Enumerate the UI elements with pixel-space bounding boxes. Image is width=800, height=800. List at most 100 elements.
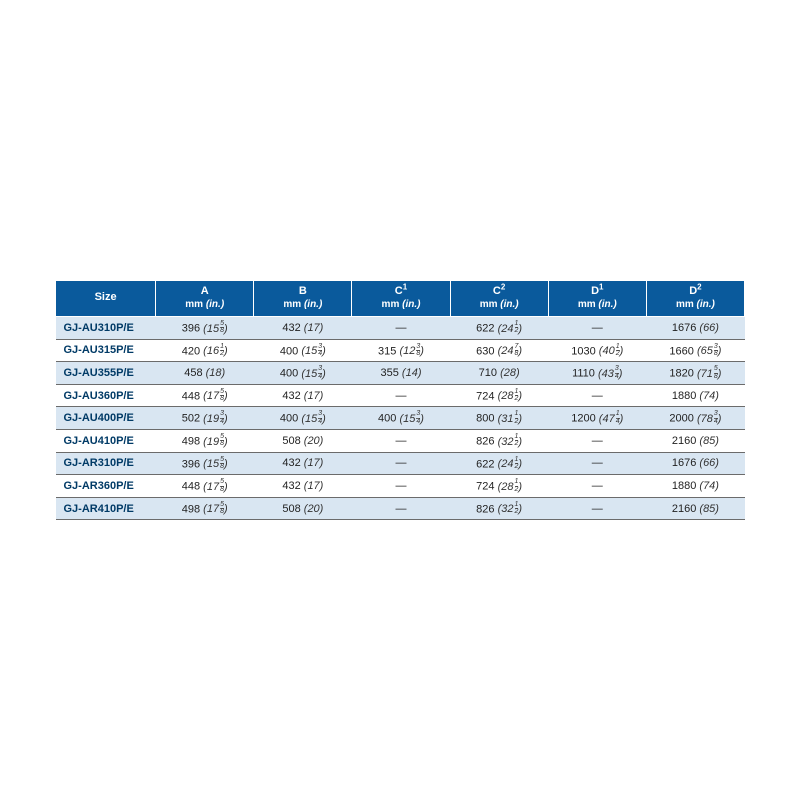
col-unit: mm (in.) [185,299,224,310]
col-label: Size [95,291,117,303]
dim-cell: — [352,475,450,498]
inch-value: (18) [206,367,226,379]
col-unit: mm (in.) [578,299,617,310]
inch-value: (17) [304,457,324,469]
size-cell: GJ-AR360P/E [56,475,156,498]
inch-value: (1934) [203,413,227,425]
dim-cell: 1110 (4334) [548,362,646,385]
inch-value: (6538) [697,345,721,357]
inch-value: (1612) [203,345,227,357]
mm-value: 432 [282,390,300,402]
dim-cell: 1820 (7158) [646,362,744,385]
inch-value: (85) [699,435,719,447]
mm-value: 315 [378,345,396,357]
size-cell: GJ-AR310P/E [56,452,156,475]
mm-value: 458 [184,367,202,379]
col-sup: 2 [501,282,505,291]
inch-value: (14) [402,367,422,379]
inch-value: (17) [304,480,324,492]
inch-value: (2412) [498,323,522,335]
dim-cell: 400 (1534) [254,362,352,385]
mm-value: 396 [182,323,200,335]
inch-value: (3112) [498,413,522,425]
mm-value: 630 [476,345,494,357]
mm-value: 1820 [669,368,693,380]
mm-value: 1676 [672,457,696,469]
table-header: SizeAmm (in.)Bmm (in.)C1mm (in.)C2mm (in… [56,280,745,317]
mm-value: 508 [282,503,300,515]
inch-value: (1534) [301,345,325,357]
size-cell: GJ-AU315P/E [56,339,156,362]
dim-cell: 1880 (74) [646,384,744,407]
dash: — [592,322,603,334]
inch-value: (20) [304,503,324,515]
table-row: GJ-AR360P/E448 (1758)432 (17)—724 (2812)… [56,475,745,498]
dim-cell: 2000 (7834) [646,407,744,430]
inch-value: (1558) [203,323,227,335]
dim-cell: 1660 (6538) [646,339,744,362]
dim-cell: 622 (2412) [450,317,548,340]
col-unit: mm (in.) [382,299,421,310]
dim-cell: 630 (2478) [450,339,548,362]
mm-value: 420 [182,345,200,357]
inch-value: (1534) [399,413,423,425]
dim-cell: 400 (1534) [254,407,352,430]
table-row: GJ-AU400P/E502 (1934)400 (1534)400 (1534… [56,407,745,430]
dim-cell: 1030 (4012) [548,339,646,362]
inch-value: (66) [699,457,719,469]
dim-cell: 724 (2812) [450,475,548,498]
size-cell: GJ-AR410P/E [56,497,156,520]
inch-value: (3212) [498,503,522,515]
mm-value: 498 [182,436,200,448]
dim-cell: — [548,430,646,453]
inch-value: (1238) [399,345,423,357]
dim-cell: 1880 (74) [646,475,744,498]
dash: — [592,503,603,515]
mm-value: 800 [476,413,494,425]
dim-cell: — [548,475,646,498]
col-header-dim: C2mm (in.) [450,280,548,317]
col-unit: mm (in.) [480,299,519,310]
mm-value: 400 [280,368,298,380]
col-header-dim: D1mm (in.) [548,280,646,317]
mm-value: 400 [280,345,298,357]
mm-value: 724 [476,390,494,402]
col-label: D [689,285,697,297]
dim-cell: 396 (1558) [156,317,254,340]
page-container: SizeAmm (in.)Bmm (in.)C1mm (in.)C2mm (in… [0,0,800,800]
dim-cell: 498 (1758) [156,497,254,520]
dim-cell: — [352,384,450,407]
inch-value: (66) [699,322,719,334]
mm-value: 432 [282,480,300,492]
mm-value: 826 [476,436,494,448]
dim-cell: 315 (1238) [352,339,450,362]
table-row: GJ-AU410P/E498 (1958)508 (20)—826 (3212)… [56,430,745,453]
inch-value: (17) [304,390,324,402]
dim-cell: — [352,452,450,475]
dim-cell: 1200 (4714) [548,407,646,430]
inch-value: (2412) [498,458,522,470]
dash: — [395,457,406,469]
col-unit: mm (in.) [283,299,322,310]
inch-value: (4714) [599,413,623,425]
mm-value: 1660 [669,345,693,357]
inch-value: (2812) [498,481,522,493]
dim-cell: 458 (18) [156,362,254,385]
dim-cell: — [548,317,646,340]
table-row: GJ-AU360P/E448 (1758)432 (17)—724 (2812)… [56,384,745,407]
col-header-dim: D2mm (in.) [646,280,744,317]
mm-value: 508 [282,435,300,447]
inch-value: (1534) [301,368,325,380]
inch-value: (28) [500,367,520,379]
table-row: GJ-AU310P/E396 (1558)432 (17)—622 (2412)… [56,317,745,340]
inch-value: (1958) [203,436,227,448]
col-unit: mm (in.) [676,299,715,310]
inch-value: (4334) [598,368,622,380]
col-header-dim: C1mm (in.) [352,280,450,317]
col-sup: 1 [403,282,407,291]
mm-value: 448 [182,390,200,402]
mm-value: 2160 [672,503,696,515]
table-body: GJ-AU310P/E396 (1558)432 (17)—622 (2412)… [56,317,745,520]
table-row: GJ-AR410P/E498 (1758)508 (20)—826 (3212)… [56,497,745,520]
mm-value: 1880 [672,480,696,492]
